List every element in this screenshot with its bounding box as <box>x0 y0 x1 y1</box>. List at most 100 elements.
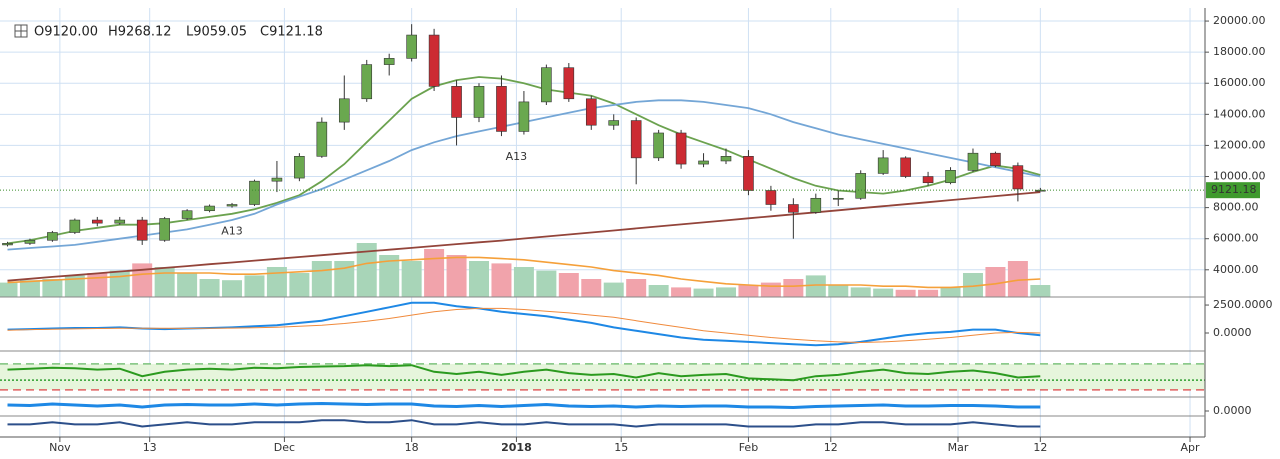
indicator-line <box>7 419 1041 428</box>
candle-body <box>383 58 395 65</box>
volume-bar <box>850 287 871 297</box>
x-tick-label: 15 <box>614 441 628 454</box>
volume-bar <box>132 263 153 297</box>
candle-body <box>428 34 440 87</box>
volume-bar <box>334 261 355 297</box>
low-value: L9059.05 <box>186 25 247 40</box>
candle-body <box>541 67 552 103</box>
y-tick-label: 16000.00 <box>1213 76 1266 89</box>
candle-body <box>136 219 148 241</box>
candle-body <box>294 156 305 179</box>
candle-body <box>226 204 238 207</box>
candle-body <box>653 132 664 159</box>
x-tick-label: Mar <box>948 441 969 454</box>
open-value: O9120.00 <box>34 25 98 40</box>
candle-body <box>496 86 507 132</box>
candle-body <box>69 219 81 233</box>
candle-body <box>451 86 462 118</box>
candle-body <box>832 197 844 200</box>
annotation: A13 <box>221 225 243 238</box>
y-tick-label: 10000.00 <box>1213 170 1266 183</box>
candle-body <box>765 190 777 205</box>
y-tick-label: 4000.00 <box>1213 263 1259 276</box>
candle-body <box>608 120 620 126</box>
candle-body <box>473 86 485 118</box>
candle-body <box>698 160 709 165</box>
candle-body <box>900 157 911 177</box>
y-tick-label: 20000.00 <box>1213 14 1266 27</box>
x-tick-label: 13 <box>143 441 157 454</box>
x-tick-label: 2018 <box>501 441 532 454</box>
y-tick-label: 14000.00 <box>1213 107 1266 120</box>
volume-bar <box>603 282 624 297</box>
candle-body <box>47 232 58 241</box>
candle-body <box>675 132 687 165</box>
volume-bar <box>648 285 669 297</box>
candle-body <box>788 204 799 213</box>
close-value: C9121.18 <box>260 25 323 40</box>
candle-body <box>743 156 754 191</box>
volume-bar <box>513 267 534 297</box>
candle-body <box>114 219 126 224</box>
volume-bar <box>469 261 490 297</box>
volume-bar <box>895 289 916 297</box>
candle-body <box>877 157 889 174</box>
x-tick-label: 18 <box>405 441 419 454</box>
candle-body <box>406 34 417 59</box>
volume-bar <box>424 249 445 297</box>
volume-bar <box>783 279 804 297</box>
candle-body <box>720 156 732 162</box>
indicator-line <box>7 401 1041 410</box>
volume-bar <box>581 279 602 297</box>
volume-bar <box>491 263 512 297</box>
candle-body <box>922 176 934 184</box>
last-price-box <box>1206 182 1260 199</box>
volume-bar <box>379 255 400 297</box>
volume-bar <box>177 273 198 297</box>
volume-bar <box>0 282 18 297</box>
candle-body <box>316 121 328 157</box>
volume-bar <box>985 267 1006 297</box>
candle-body <box>855 173 867 199</box>
candle-body <box>810 197 822 213</box>
y-tick-label: 18000.00 <box>1213 45 1266 58</box>
x-tick-label: Feb <box>739 441 758 454</box>
candle-body <box>945 170 956 184</box>
y-tick-label: 12000.00 <box>1213 138 1266 151</box>
volume-average-line <box>7 256 1041 289</box>
candle-body <box>91 219 103 224</box>
moving-average-line <box>7 191 1041 282</box>
volume-bar <box>671 287 692 297</box>
volume-bar <box>626 279 647 297</box>
volume-bar <box>266 267 287 297</box>
volume-bar <box>828 285 849 297</box>
candle-body <box>2 243 13 246</box>
volume-bar <box>356 243 377 297</box>
plot: A13 A13 <box>0 24 1205 428</box>
volume-bar <box>738 285 759 297</box>
x-tick-label: 12 <box>1033 441 1047 454</box>
volume-bar <box>873 288 894 297</box>
x-tick-label: 12 <box>824 441 838 454</box>
volume-bar <box>244 275 265 297</box>
candle-body <box>204 205 215 212</box>
x-tick-label: Nov <box>49 441 71 454</box>
volume-bar <box>64 275 85 297</box>
x-tick-label: Apr <box>1181 441 1201 454</box>
volume-bar <box>693 288 714 297</box>
volume-bar <box>760 282 781 297</box>
volume-bar <box>805 275 826 297</box>
y-tick-label: 2500.0000 <box>1213 298 1273 311</box>
volume-bar <box>536 270 557 297</box>
volume-bar <box>289 273 310 297</box>
candle-body <box>990 152 1001 166</box>
annotation: A13 <box>506 150 528 163</box>
header: O9120.00 H9268.12 L9059.05 C9121.18 <box>14 24 323 40</box>
candle-body <box>518 101 530 132</box>
volume-bar <box>1007 261 1028 297</box>
volume-bar <box>446 255 467 297</box>
volume-bar <box>199 279 220 297</box>
volume-bar <box>87 273 108 297</box>
candle-body <box>967 152 979 171</box>
